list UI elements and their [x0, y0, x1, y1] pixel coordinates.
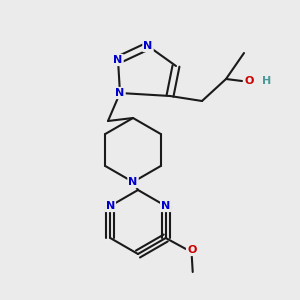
- Text: N: N: [128, 177, 138, 187]
- Text: N: N: [161, 201, 170, 211]
- Text: H: H: [262, 76, 272, 86]
- Text: N: N: [106, 201, 115, 211]
- Text: N: N: [143, 41, 153, 51]
- Text: N: N: [113, 55, 123, 65]
- Text: O: O: [187, 245, 196, 255]
- Text: N: N: [116, 88, 124, 98]
- Text: O: O: [244, 76, 254, 86]
